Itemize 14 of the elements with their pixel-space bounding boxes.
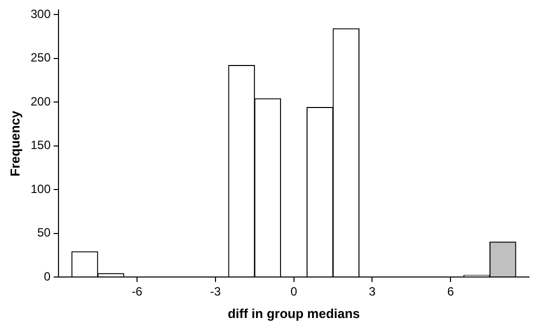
y-tick-label: 300 — [30, 6, 51, 21]
y-tick-label: 50 — [37, 226, 51, 240]
y-tick-label: 0 — [44, 269, 51, 284]
y-tick-label: 100 — [30, 182, 51, 196]
y-tick-label: 250 — [30, 50, 51, 65]
x-tick-label: 3 — [368, 284, 376, 299]
y-tick-label: 150 — [30, 138, 51, 152]
y-axis-title: Frequency — [7, 110, 22, 176]
x-tick-label: 0 — [290, 284, 298, 299]
x-tick-label: -3 — [210, 284, 222, 299]
y-tick-label: 200 — [30, 94, 51, 108]
x-tick-label: -6 — [132, 284, 143, 299]
x-tick-label: 6 — [447, 284, 454, 299]
x-axis-title: diff in group medians — [228, 306, 360, 321]
